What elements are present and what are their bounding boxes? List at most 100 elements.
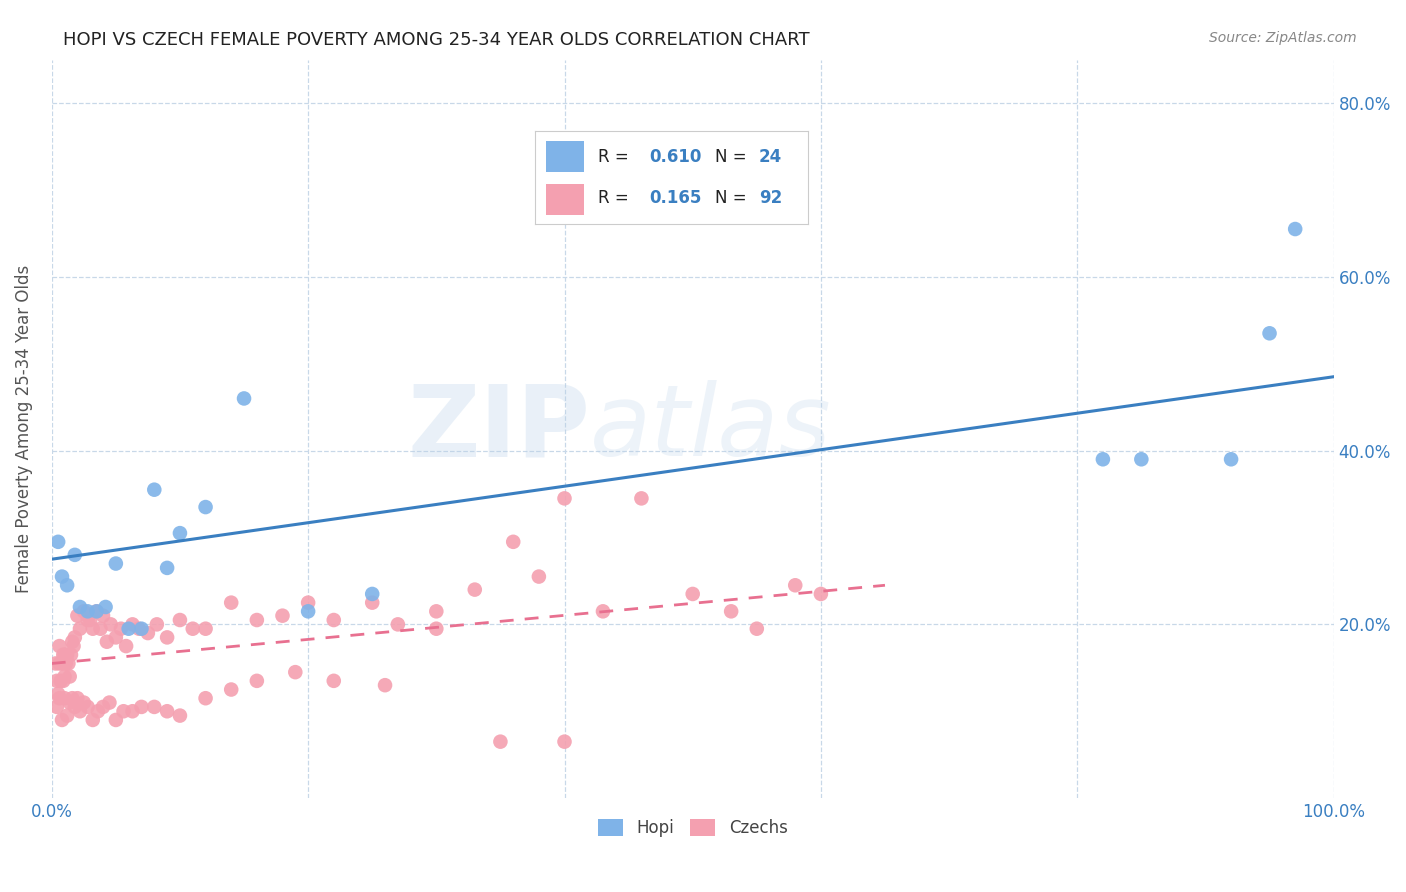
Point: [48, 657, 70, 671]
Point: [387, 617, 409, 632]
Point: [73, 604, 96, 618]
Point: [1091, 452, 1114, 467]
Point: [48, 691, 70, 706]
Point: [51, 657, 73, 671]
Point: [69, 599, 91, 614]
Point: [91, 699, 114, 714]
Point: [73, 696, 96, 710]
Point: [425, 604, 447, 618]
Text: 0.610: 0.610: [650, 147, 702, 166]
Point: [297, 604, 319, 618]
Point: [284, 665, 307, 680]
Y-axis label: Female Poverty Among 25-34 Year Olds: Female Poverty Among 25-34 Year Olds: [15, 265, 32, 593]
Point: [553, 734, 575, 748]
Point: [1258, 326, 1281, 341]
Point: [49, 673, 72, 688]
Point: [79, 613, 101, 627]
Text: HOPI VS CZECH FEMALE POVERTY AMONG 25-34 YEAR OLDS CORRELATION CHART: HOPI VS CZECH FEMALE POVERTY AMONG 25-34…: [63, 31, 810, 49]
FancyBboxPatch shape: [546, 141, 585, 172]
Point: [156, 704, 179, 718]
Point: [322, 673, 344, 688]
Point: [86, 604, 108, 618]
Point: [297, 596, 319, 610]
Point: [464, 582, 486, 597]
Point: [56, 578, 79, 592]
Point: [810, 587, 832, 601]
Point: [45, 657, 67, 671]
Point: [45, 699, 67, 714]
Text: R =: R =: [598, 147, 634, 166]
Point: [53, 648, 76, 662]
Point: [136, 626, 159, 640]
Point: [361, 587, 384, 601]
Point: [271, 608, 294, 623]
Text: atlas: atlas: [591, 380, 832, 477]
Point: [53, 691, 76, 706]
Point: [104, 631, 127, 645]
Point: [110, 622, 132, 636]
Point: [56, 708, 79, 723]
Point: [62, 639, 84, 653]
Point: [322, 613, 344, 627]
Point: [121, 617, 143, 632]
Point: [76, 699, 98, 714]
Point: [707, 196, 730, 211]
Text: 24: 24: [759, 147, 782, 166]
Point: [46, 687, 69, 701]
Point: [48, 639, 70, 653]
Point: [502, 534, 524, 549]
Point: [143, 483, 166, 497]
Point: [169, 708, 191, 723]
Point: [1130, 452, 1153, 467]
Point: [100, 617, 122, 632]
Point: [181, 622, 204, 636]
Point: [91, 608, 114, 623]
Point: [104, 713, 127, 727]
Point: [169, 613, 191, 627]
Point: [246, 613, 269, 627]
Point: [51, 713, 73, 727]
Point: [63, 548, 86, 562]
Point: [121, 704, 143, 718]
Text: N =: N =: [716, 189, 752, 207]
Point: [66, 691, 89, 706]
Point: [55, 657, 77, 671]
Point: [143, 699, 166, 714]
Point: [131, 699, 153, 714]
Point: [45, 673, 67, 688]
Point: [156, 561, 179, 575]
Point: [69, 704, 91, 718]
Point: [361, 596, 384, 610]
Point: [1220, 452, 1243, 467]
Point: [219, 596, 242, 610]
Point: [56, 648, 79, 662]
Point: [720, 604, 742, 618]
Point: [169, 526, 191, 541]
Text: ZIP: ZIP: [408, 380, 591, 477]
Point: [59, 648, 82, 662]
Text: Source: ZipAtlas.com: Source: ZipAtlas.com: [1209, 31, 1357, 45]
Legend: Hopi, Czechs: Hopi, Czechs: [589, 810, 796, 846]
Point: [69, 622, 91, 636]
Point: [1284, 222, 1306, 236]
Point: [682, 587, 704, 601]
Point: [76, 613, 98, 627]
Point: [60, 691, 83, 706]
Point: [59, 696, 82, 710]
Point: [131, 622, 153, 636]
Point: [156, 631, 179, 645]
Point: [63, 699, 86, 714]
Point: [194, 500, 217, 514]
FancyBboxPatch shape: [546, 184, 585, 215]
Point: [59, 669, 82, 683]
Point: [46, 534, 69, 549]
Point: [82, 713, 104, 727]
Point: [87, 704, 110, 718]
Point: [630, 491, 652, 506]
Text: N =: N =: [716, 147, 752, 166]
Text: 92: 92: [759, 189, 782, 207]
Point: [66, 608, 89, 623]
Point: [76, 604, 98, 618]
Point: [53, 669, 76, 683]
Point: [194, 622, 217, 636]
